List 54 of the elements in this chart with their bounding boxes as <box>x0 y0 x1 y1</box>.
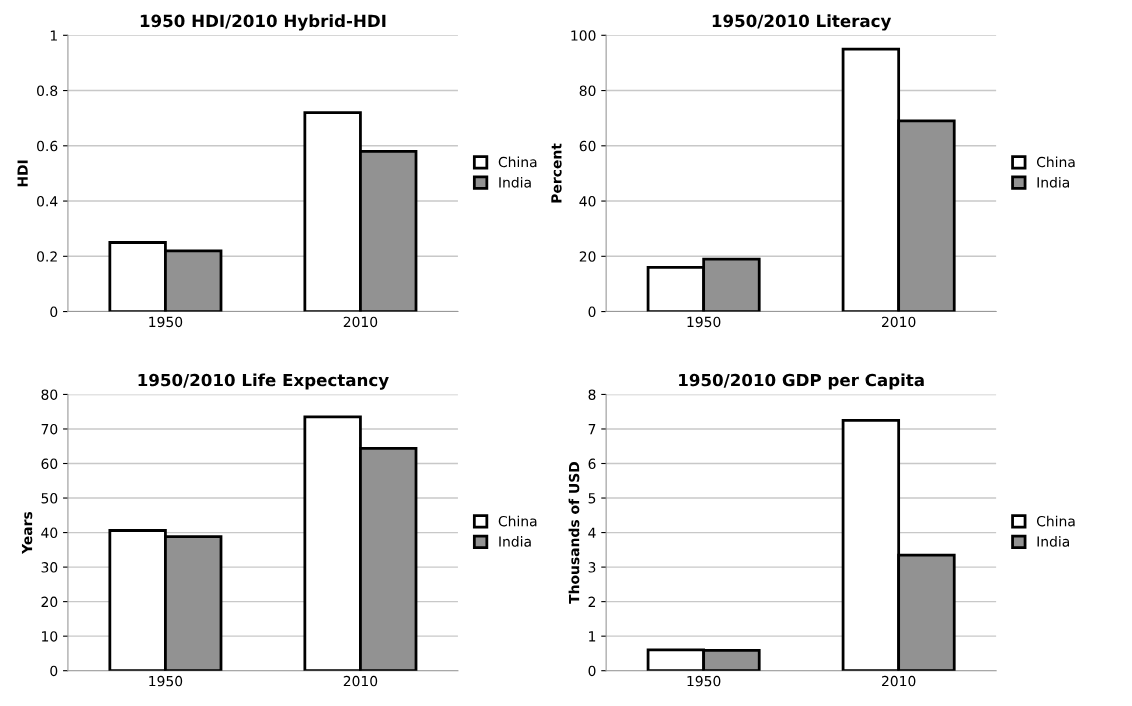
y-axis-title: HDI <box>17 160 28 187</box>
y-axis-title: Percent <box>551 143 562 203</box>
y-tick-label: 10 <box>42 631 58 642</box>
y-tick-label: 0 <box>50 306 58 318</box>
y-tick-label: 80 <box>579 85 596 97</box>
y-tick-label: 6 <box>588 458 596 469</box>
y-tick-label: 20 <box>41 596 58 608</box>
y-tick-label: 50 <box>41 493 58 504</box>
x-tick-label: 1950 <box>149 316 183 328</box>
legend-label: India <box>499 176 531 188</box>
chart-title: 1950 HDI/2010 Hybrid-HDI <box>140 14 386 31</box>
legend-label: China <box>1036 156 1075 168</box>
y-tick-label: 0 <box>588 665 596 677</box>
y-tick-label: 3 <box>588 562 596 573</box>
y-tick-label: 0.4 <box>37 196 58 207</box>
y-tick-label: 40 <box>579 196 596 207</box>
legend-label: India <box>499 536 531 547</box>
y-tick-label: 20 <box>579 251 596 262</box>
y-tick-label: 5 <box>588 493 596 504</box>
chart-title: 1950/2010 GDP per Capita <box>679 373 924 390</box>
y-tick-label: 1 <box>589 631 596 642</box>
y-tick-label: 0.8 <box>37 85 58 97</box>
legend-label: China <box>1036 515 1075 527</box>
legend-label: India <box>1037 176 1069 188</box>
x-tick-label: 2010 <box>343 316 378 328</box>
x-tick-label: 1950 <box>687 675 721 687</box>
x-tick-label: 2010 <box>343 675 378 687</box>
chart-title: 1950/2010 Literacy <box>712 14 892 31</box>
x-tick-label: 2010 <box>882 316 916 328</box>
y-tick-label: 7 <box>588 424 596 435</box>
y-tick-label: 100 <box>571 30 596 41</box>
x-tick-label: 1950 <box>149 675 183 687</box>
y-tick-label: 40 <box>41 527 58 539</box>
y-axis-title: Thousands of USD <box>568 462 580 604</box>
y-tick-label: 0.6 <box>37 140 58 152</box>
y-tick-label: 0.2 <box>37 251 57 262</box>
y-axis-title: Years <box>21 511 33 555</box>
y-tick-label: 30 <box>41 562 58 573</box>
y-tick-label: 60 <box>579 140 596 152</box>
y-tick-label: 0 <box>588 306 596 318</box>
y-tick-label: 60 <box>41 458 58 469</box>
chart-title: 1950/2010 Life Expectancy <box>138 373 389 390</box>
y-tick-label: 8 <box>588 389 596 400</box>
y-tick-label: 4 <box>588 527 596 538</box>
legend-label: India <box>1037 536 1069 547</box>
y-tick-label: 70 <box>41 423 58 435</box>
legend-label: China <box>498 515 537 527</box>
y-tick-label: 2 <box>588 596 596 607</box>
x-tick-label: 2010 <box>882 675 916 687</box>
y-tick-label: 80 <box>41 389 58 400</box>
y-tick-label: 0 <box>50 665 58 677</box>
x-tick-label: 1950 <box>687 316 721 328</box>
legend-label: China <box>498 156 537 168</box>
y-tick-label: 1 <box>50 30 57 41</box>
